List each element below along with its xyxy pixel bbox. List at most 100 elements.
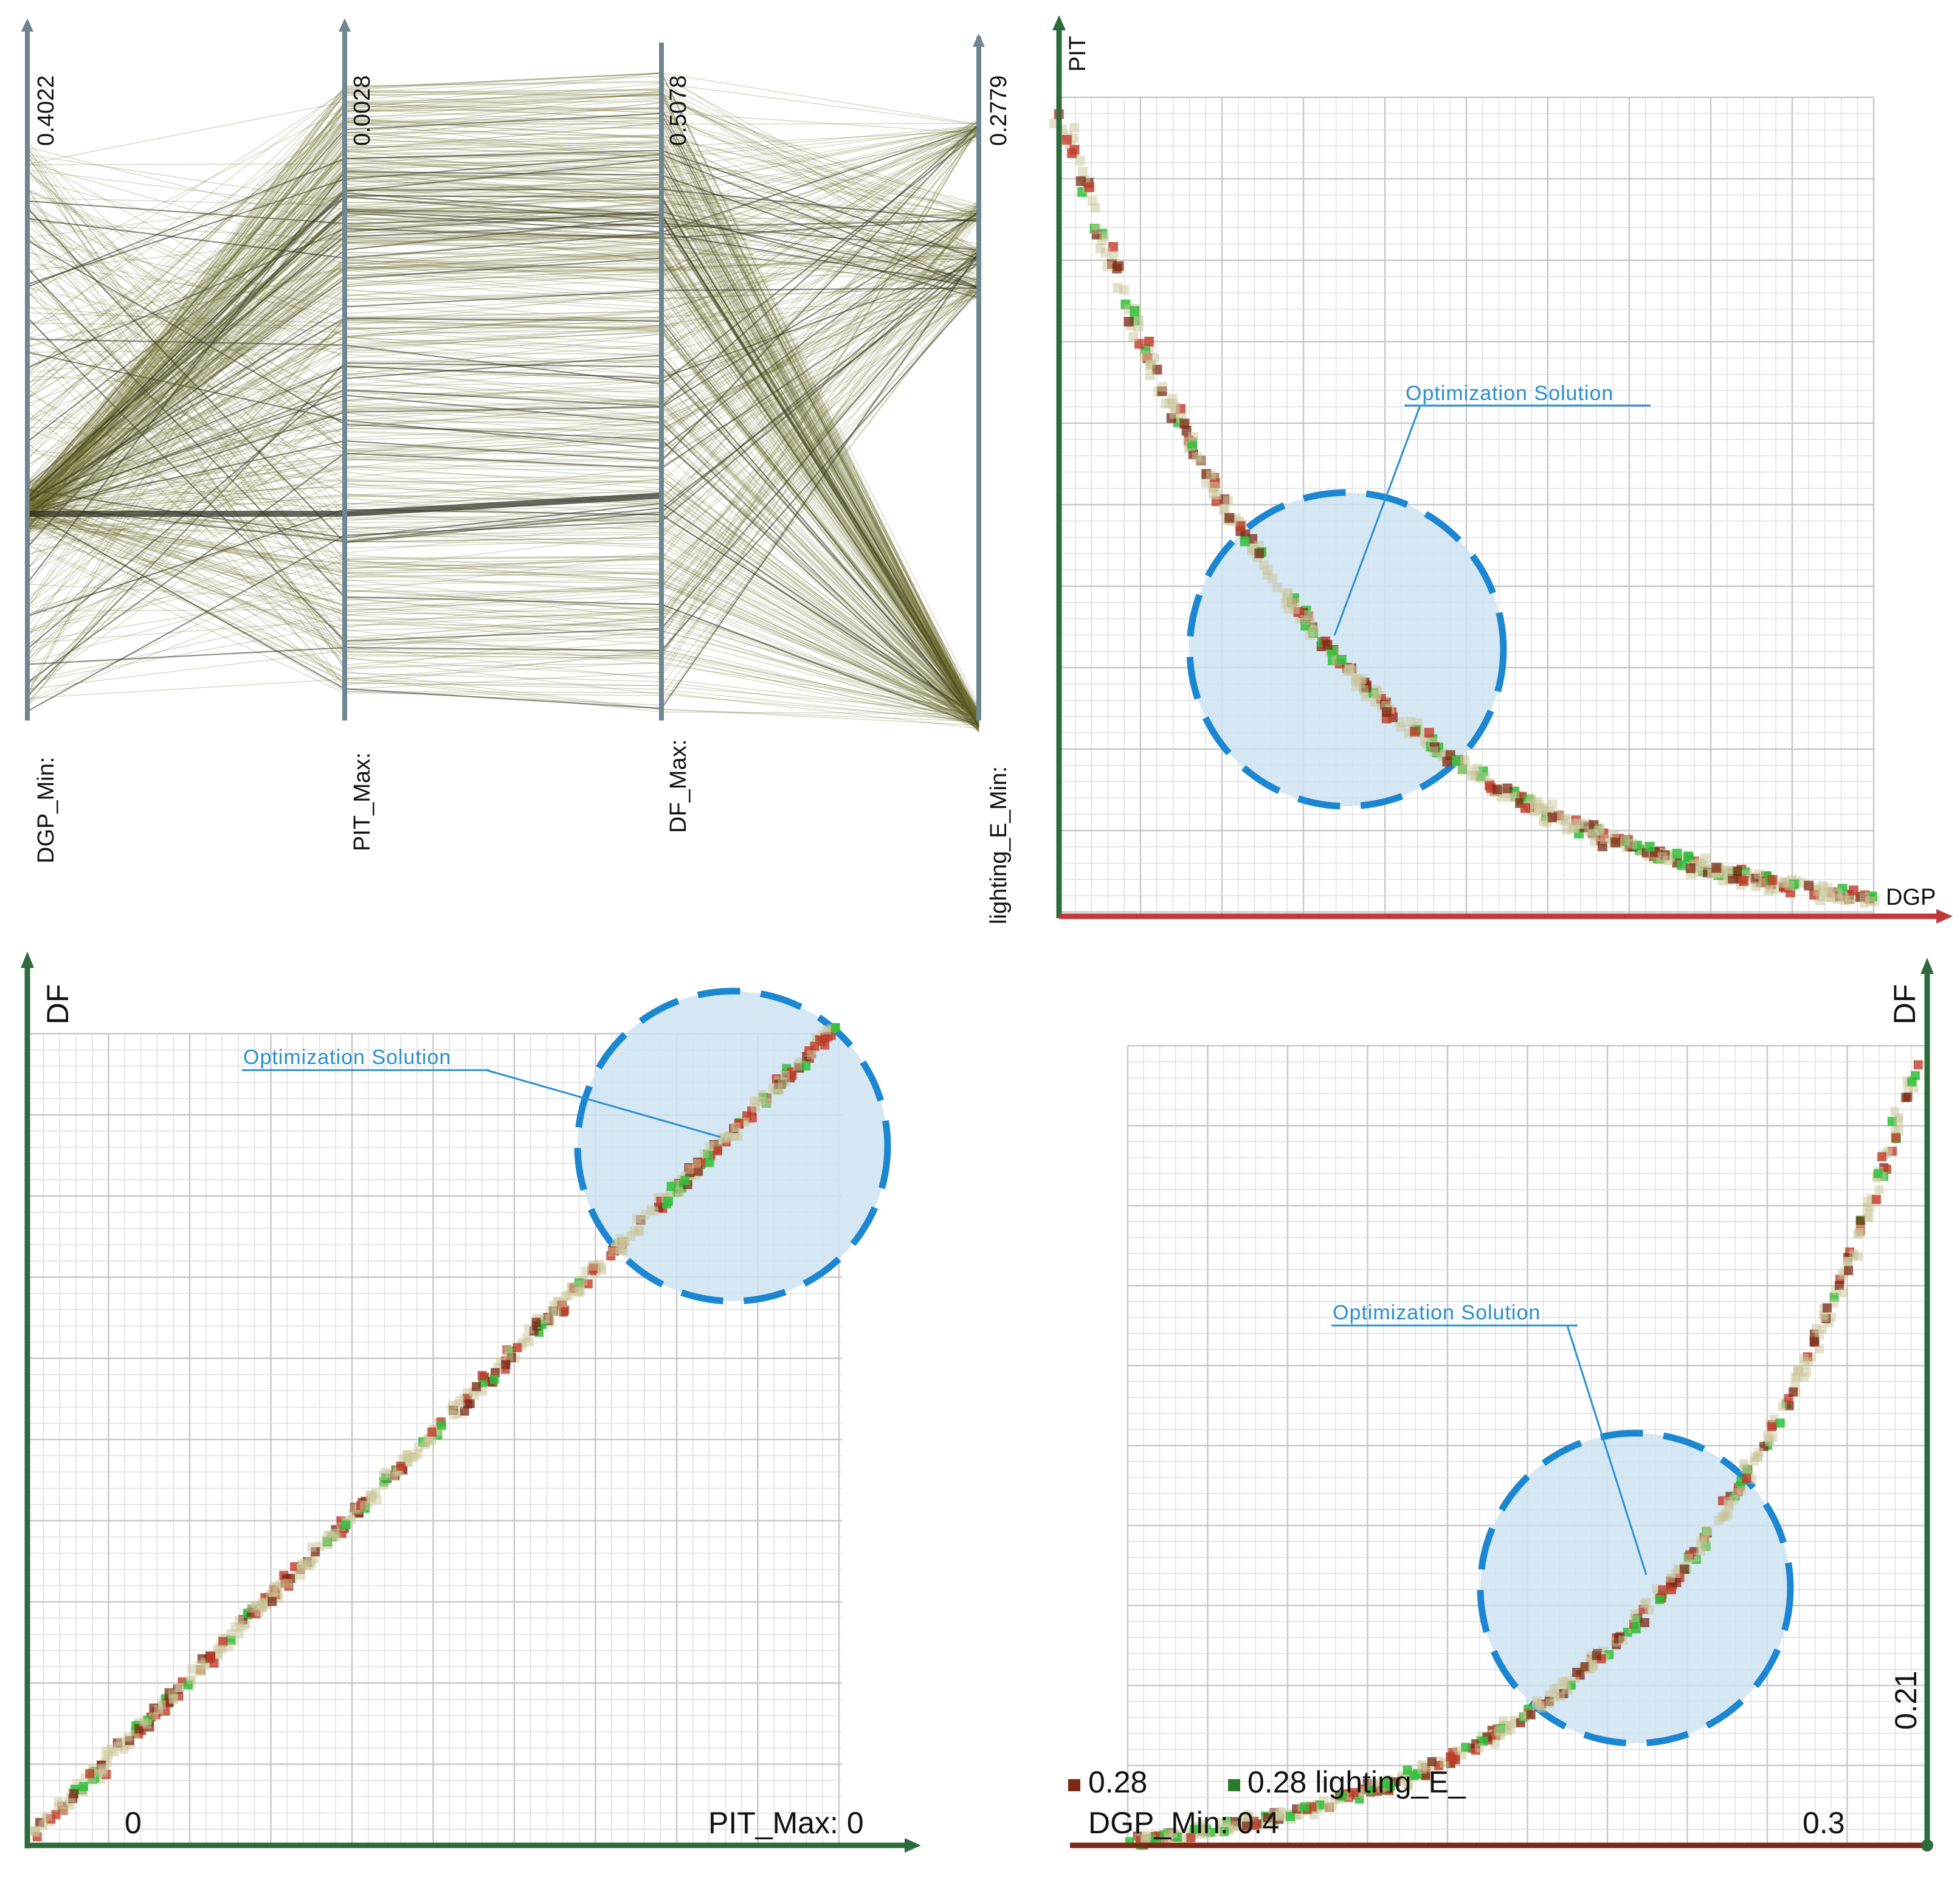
scatter-pit-df-point	[283, 1578, 293, 1588]
pc-line	[27, 147, 979, 645]
pc-line	[27, 170, 979, 438]
scatter-dgp-df-ylabel: DF	[1888, 984, 1922, 1025]
pc-line	[27, 319, 979, 714]
scatter-dgp-df-point	[1903, 1085, 1913, 1094]
pc-line	[27, 204, 979, 514]
pc-line	[27, 178, 979, 284]
pc-line	[27, 151, 979, 729]
pc-line	[27, 126, 979, 531]
scatter-pit-df-point	[359, 1501, 369, 1510]
pc-line	[27, 231, 979, 600]
pc-line	[27, 510, 979, 715]
scatter-dgp-df-point	[1871, 1195, 1881, 1205]
pc-line	[27, 117, 979, 719]
pc-line	[27, 190, 979, 377]
scatter-dgp-pit-point	[1460, 756, 1471, 766]
scatter-dgp-pit-point	[1347, 666, 1358, 676]
scatter-pit-df-point	[705, 1142, 714, 1152]
scatter-dgp-pit-point	[1372, 686, 1382, 697]
pc-line	[27, 556, 979, 728]
pc-line	[27, 383, 979, 722]
pc-line	[27, 390, 979, 728]
scatter-dgp-df-point	[1629, 1613, 1639, 1623]
pc-axis-df-label: DF_Max:	[666, 739, 691, 833]
scatter-dgp-df-point	[1572, 1667, 1582, 1677]
pc-lines	[27, 72, 979, 733]
scatter-dgp-pit-point	[1581, 818, 1592, 829]
pc-line	[27, 136, 979, 527]
pc-line	[27, 290, 979, 717]
pc-line	[27, 252, 979, 719]
scatter-dgp-df-point	[1592, 1651, 1601, 1661]
pc-line	[27, 250, 979, 719]
scatter-dgp-df-point	[1365, 1785, 1375, 1795]
scatter-dgp-df-point	[1784, 1401, 1794, 1411]
scatter-pit-df-point	[747, 1113, 757, 1123]
scatter-pit-df-point	[616, 1244, 626, 1254]
pc-line	[27, 112, 979, 722]
scatter-dgp-pit-point	[1672, 848, 1682, 859]
pc-line	[27, 217, 979, 721]
scatter-pit-df-point	[762, 1098, 772, 1107]
pc-line	[27, 292, 979, 722]
pc-line	[27, 293, 979, 731]
scatter-pit-df-point	[187, 1664, 197, 1674]
pc-line	[27, 122, 979, 715]
scatter-dgp-df-point	[1864, 1212, 1874, 1222]
scatter-pit-df-point	[619, 1237, 629, 1247]
pc-line	[27, 216, 979, 505]
pc-line	[27, 212, 979, 569]
scatter-dgp-pit-point	[1526, 794, 1536, 804]
scatter-dgp-pit-point	[1161, 398, 1171, 409]
scatter-dgp-df-point	[1765, 1437, 1775, 1447]
pc-line	[27, 427, 979, 716]
pc-line	[27, 251, 979, 508]
scatter-dgp-df-point	[1901, 1093, 1911, 1102]
scatter-dgp-df-point	[1720, 1508, 1730, 1518]
scatter-dgp-df-point	[1561, 1676, 1571, 1686]
pc-line	[27, 218, 979, 716]
pc-line	[27, 144, 979, 502]
scatter-dgp-pit-point	[1209, 482, 1220, 492]
scatter-pit-df-point	[705, 1158, 714, 1167]
pc-line	[27, 488, 979, 716]
scatter-dgp-pit-point	[1100, 247, 1111, 258]
pc-line	[27, 130, 979, 224]
pc-line	[27, 160, 979, 717]
scatter-dgp-pit-y-axis	[1052, 15, 1066, 918]
pc-line	[27, 281, 979, 643]
scatter-dgp-df-point	[1789, 1387, 1798, 1397]
scatter-dgp-pit-point	[1108, 251, 1119, 261]
scatter-dgp-pit-point	[1534, 804, 1545, 814]
pc-line	[27, 260, 979, 717]
scatter-pit-df-point	[169, 1695, 179, 1705]
scatter-dgp-df-point	[1666, 1585, 1676, 1595]
pc-line	[27, 227, 979, 724]
scatter-dgp-pit-point	[1595, 823, 1605, 834]
scatter-pit-df-point	[272, 1586, 282, 1595]
scatter-pit-df-point	[596, 1262, 606, 1272]
pc-line	[27, 161, 979, 521]
scatter-dgp-pit-point	[1547, 812, 1558, 823]
scatter-pit-df-point	[587, 1261, 597, 1271]
pc-line	[27, 519, 979, 723]
pc-line	[27, 168, 979, 721]
scatter-pit-df-point	[437, 1420, 446, 1430]
scatter-dgp-df-point	[1266, 1818, 1276, 1828]
scatter-dgp-df-point	[1589, 1660, 1599, 1670]
scatter-dgp-pit-point	[1485, 780, 1495, 790]
scatter-dgp-df-point	[1640, 1618, 1650, 1628]
scatter-dgp-pit-point	[1102, 261, 1113, 271]
scatter-pit-df-point	[501, 1360, 511, 1369]
pc-line	[27, 506, 979, 717]
scatter-pit-df-point	[69, 1789, 79, 1799]
pc-line	[27, 134, 979, 722]
scatter-pit-df-point	[257, 1599, 266, 1608]
scatter-dgp-pit-point	[1406, 717, 1416, 727]
pc-axis-pit-label: PIT_Max:	[350, 752, 375, 851]
pc-line	[27, 288, 979, 690]
scatter-dgp-pit-point	[1223, 495, 1233, 505]
scatter-pit-df-point	[60, 1806, 69, 1816]
pc-line	[27, 293, 979, 621]
scatter-dgp-pit-point	[1085, 182, 1095, 192]
